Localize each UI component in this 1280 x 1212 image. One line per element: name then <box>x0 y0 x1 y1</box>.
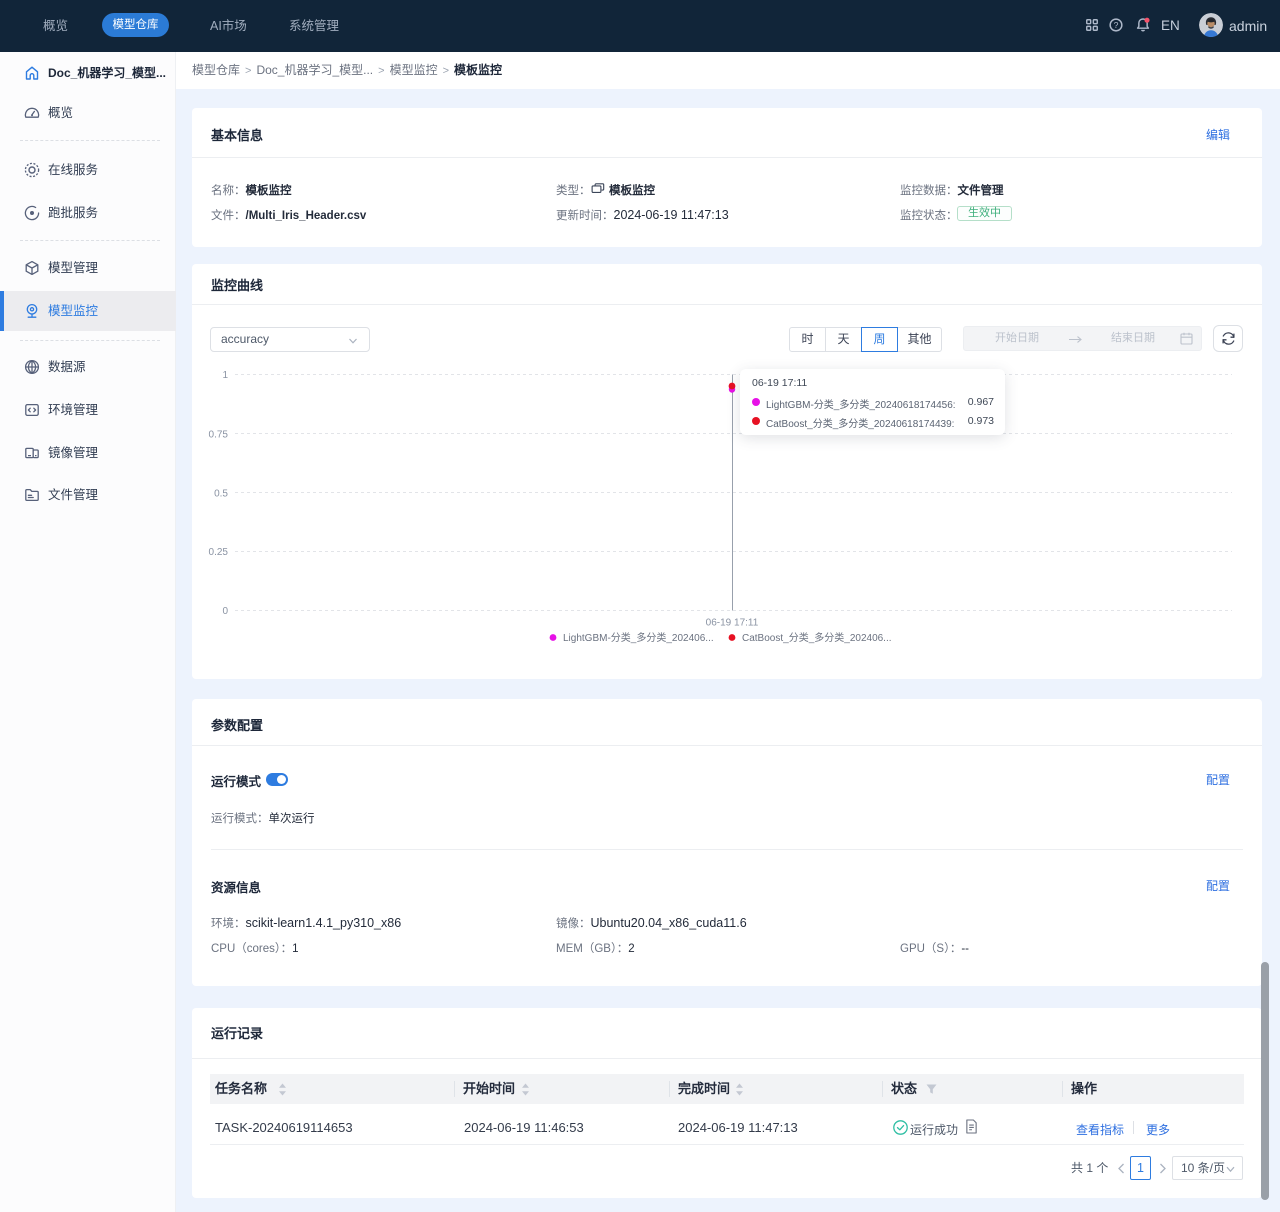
svg-text:0: 0 <box>222 606 228 617</box>
svg-text:?: ? <box>1114 20 1119 30</box>
svg-text:0.75: 0.75 <box>209 430 229 441</box>
svg-text:CatBoost_分类_多分类_202406...: CatBoost_分类_多分类_202406... <box>742 631 892 644</box>
svg-text:LightGBM-分类_多分类_202406...: LightGBM-分类_多分类_202406... <box>563 631 714 644</box>
svg-text:0.5: 0.5 <box>214 489 228 500</box>
svg-text:06-19 17:11: 06-19 17:11 <box>706 618 759 629</box>
svg-text:0.25: 0.25 <box>209 547 229 558</box>
svg-text:1: 1 <box>222 370 228 381</box>
